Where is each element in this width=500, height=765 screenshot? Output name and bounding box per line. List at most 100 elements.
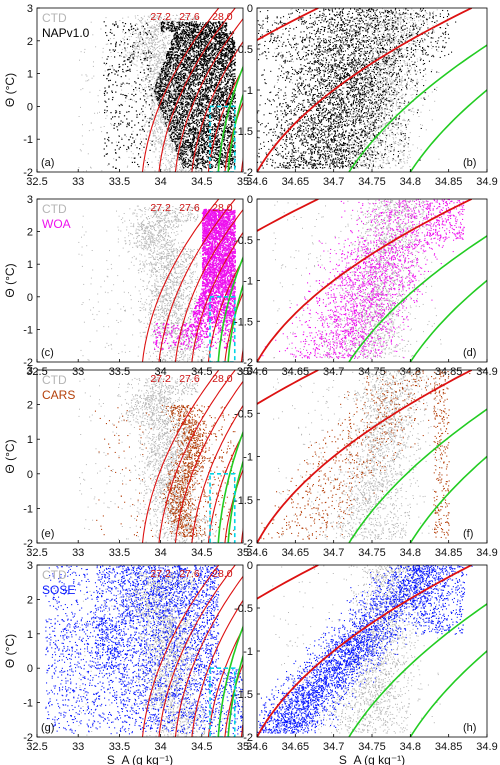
data-point [187, 61, 189, 63]
data-point [223, 69, 225, 71]
data-point [216, 71, 218, 73]
data-point [189, 145, 192, 147]
data-point [142, 51, 144, 53]
data-point [153, 46, 155, 48]
data-point [219, 146, 221, 148]
data-point [163, 121, 165, 123]
data-point [105, 117, 107, 119]
data-point [186, 19, 188, 21]
data-point [184, 69, 186, 71]
data-point [135, 32, 137, 34]
data-point [175, 99, 177, 101]
data-point [181, 81, 183, 83]
data-point [167, 159, 169, 161]
data-point [147, 164, 149, 166]
data-point [191, 119, 193, 121]
data-point [205, 106, 207, 108]
data-point [152, 14, 154, 16]
data-point [168, 121, 170, 123]
data-point [213, 154, 215, 156]
data-point [200, 95, 202, 97]
data-point [180, 36, 182, 38]
data-point [156, 44, 158, 45]
data-point [165, 164, 167, 166]
data-point [153, 26, 155, 28]
data-point [200, 137, 202, 139]
data-point [196, 69, 198, 71]
data-point [201, 86, 203, 88]
data-point [197, 65, 199, 67]
data-point [113, 24, 116, 27]
data-point [174, 129, 176, 131]
data-point [162, 101, 164, 103]
data-point [211, 72, 213, 74]
data-point [216, 106, 218, 108]
data-point [164, 19, 165, 21]
data-point [201, 95, 203, 97]
data-point [121, 137, 123, 139]
data-point [155, 54, 157, 56]
data-point [142, 129, 144, 131]
data-point [164, 112, 166, 114]
data-point [173, 91, 175, 93]
data-point [154, 69, 156, 71]
data-point [195, 155, 196, 157]
data-point [177, 83, 179, 85]
data-point [133, 53, 135, 55]
data-point [110, 123, 112, 125]
data-point [192, 91, 194, 93]
data-point [156, 79, 158, 81]
data-point [135, 23, 137, 25]
data-point [145, 166, 146, 168]
data-point [135, 47, 137, 49]
data-point [178, 94, 180, 96]
data-point [210, 141, 212, 143]
data-point [161, 30, 163, 32]
data-point [129, 70, 131, 72]
data-point [207, 47, 209, 49]
data-point [149, 42, 151, 44]
data-point [177, 59, 179, 61]
data-point [225, 56, 227, 58]
data-point [168, 75, 170, 78]
data-point [165, 85, 167, 87]
data-point [233, 62, 235, 64]
data-point [172, 133, 174, 135]
data-point [151, 79, 153, 80]
data-point [179, 158, 181, 160]
data-point [118, 135, 120, 137]
data-point [198, 148, 200, 150]
data-point [216, 142, 218, 144]
data-point [224, 62, 226, 64]
data-point [201, 59, 203, 61]
data-point [178, 127, 180, 129]
data-point [146, 32, 148, 35]
data-point [138, 153, 140, 155]
data-point [210, 78, 212, 80]
data-point [190, 87, 193, 90]
data-point [182, 37, 184, 39]
data-point [206, 61, 208, 63]
data-point [198, 157, 200, 159]
data-point [172, 139, 174, 141]
data-point [160, 62, 162, 64]
data-point [158, 102, 160, 104]
data-point [188, 29, 190, 32]
data-point [163, 83, 166, 86]
data-point [164, 118, 166, 120]
data-point [124, 42, 126, 44]
data-point [158, 91, 160, 93]
data-point [178, 99, 180, 101]
data-point [132, 33, 134, 35]
data-point [134, 33, 136, 35]
data-point [173, 33, 175, 35]
data-point [220, 42, 223, 44]
data-point [188, 83, 190, 85]
data-point [191, 141, 193, 143]
data-point [161, 113, 163, 115]
data-point [181, 86, 183, 88]
data-point [180, 169, 182, 171]
data-point [218, 61, 220, 63]
data-point [164, 105, 166, 107]
data-point [224, 156, 226, 158]
